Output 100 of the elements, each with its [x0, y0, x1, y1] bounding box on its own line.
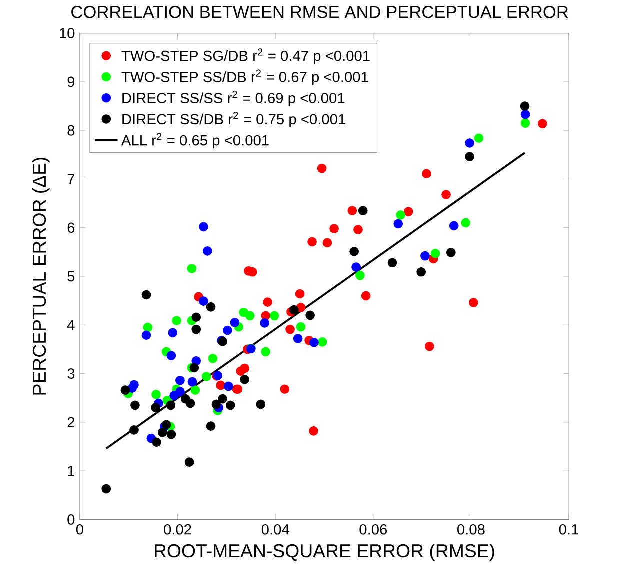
point [308, 237, 317, 246]
point [442, 190, 451, 200]
point [404, 206, 414, 216]
point [388, 258, 398, 268]
point [187, 264, 197, 274]
point [199, 222, 208, 232]
y-tick-label: 6 [68, 222, 75, 233]
point [236, 366, 246, 376]
point [226, 400, 236, 410]
point [172, 316, 182, 326]
point [184, 457, 194, 467]
point [430, 248, 440, 258]
point [256, 400, 266, 409]
x-tick-label: 0.1 [559, 524, 579, 535]
point [170, 390, 180, 400]
point [223, 326, 232, 335]
point [295, 289, 305, 299]
point [474, 134, 484, 143]
point [166, 350, 176, 360]
point [224, 382, 234, 391]
point [176, 376, 185, 386]
point [208, 354, 218, 364]
y-tick-label: 7 [68, 174, 75, 184]
point [322, 238, 332, 248]
point [306, 310, 315, 320]
point [296, 322, 306, 332]
point [190, 363, 200, 372]
point [446, 248, 456, 258]
point [520, 101, 530, 111]
point [424, 342, 434, 352]
point [158, 428, 168, 438]
point [166, 400, 176, 410]
point [130, 425, 139, 435]
x-tick-label: 0.08 [458, 524, 485, 535]
y-tick-label: 8 [68, 125, 75, 136]
point [152, 390, 161, 400]
point [202, 372, 212, 382]
x-tick-label: 0.06 [360, 524, 388, 535]
point [416, 267, 426, 277]
point [142, 290, 152, 300]
point [318, 337, 328, 347]
point [192, 324, 202, 334]
point [186, 398, 196, 408]
point [309, 426, 318, 436]
point [212, 400, 222, 409]
point [358, 206, 368, 216]
point [202, 246, 212, 256]
point [520, 118, 530, 128]
point [120, 385, 130, 395]
point [143, 322, 153, 332]
point [465, 138, 474, 148]
x-axis-title: ROOT-MEAN-SQUARE ERROR (RMSE) [155, 544, 494, 562]
point [130, 400, 140, 410]
point [192, 312, 202, 322]
x-tick-label: 0.02 [164, 524, 192, 535]
point [270, 311, 280, 320]
point [263, 297, 272, 307]
point [260, 318, 270, 328]
point [152, 438, 162, 447]
point [317, 164, 327, 174]
point [538, 118, 548, 128]
point [469, 298, 478, 308]
point [293, 334, 303, 344]
point [348, 206, 358, 216]
y-tick-label: 9 [68, 76, 75, 87]
point [396, 210, 406, 220]
point [151, 403, 160, 412]
point [361, 291, 371, 300]
point [248, 267, 258, 277]
point [449, 221, 459, 230]
point [199, 296, 208, 306]
point [465, 152, 474, 162]
y-tick-label: 2 [68, 417, 75, 428]
point [216, 380, 226, 390]
y-tick-label: 4 [67, 320, 75, 330]
y-tick-label: 3 [68, 368, 75, 379]
y-tick-label: 1 [68, 466, 75, 476]
point [218, 394, 228, 404]
point [350, 246, 360, 256]
point [280, 384, 290, 394]
point [166, 430, 176, 440]
point [230, 318, 240, 328]
point [246, 311, 255, 320]
legend-label: TWO-STEP SG/DB r$^{2}$ = 0.47 p <0.001 [122, 48, 370, 64]
point [290, 305, 299, 315]
point [190, 385, 200, 395]
legend-label: DIRECT SS/SS r$^{2}$ = 0.69 p <0.001 [122, 90, 345, 106]
point [352, 262, 361, 272]
y-tick-label: 0 [68, 514, 75, 525]
legend-label: DIRECT SS/DB r$^{2}$ = 0.75 p <0.001 [122, 112, 346, 128]
point [240, 374, 250, 384]
y-tick-label: 10 [60, 28, 75, 38]
point [310, 338, 319, 348]
point [394, 219, 404, 228]
point [206, 302, 216, 312]
legend-label: ALL r$^{2}$ = 0.65 p <0.001 [121, 132, 269, 148]
point [422, 169, 432, 178]
y-tick-label: 5 [68, 271, 75, 282]
chart-title: CORRELATION BETWEEN RMSE AND PERCEPTUAL ERROR [72, 6, 568, 18]
point [356, 270, 365, 280]
